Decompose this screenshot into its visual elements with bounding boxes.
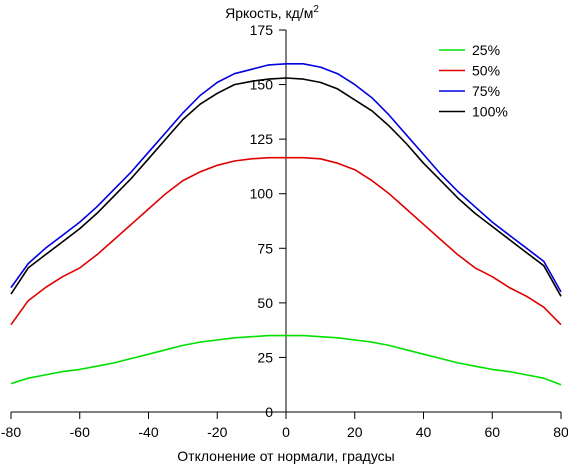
y-tick-label: 25 bbox=[257, 349, 273, 365]
x-tick-label: 60 bbox=[484, 424, 500, 440]
y-tick-label: 75 bbox=[257, 240, 273, 256]
y-tick-label: 0 bbox=[265, 404, 273, 420]
legend-label-100pct: 100% bbox=[472, 104, 508, 120]
x-tick-label: 80 bbox=[553, 424, 568, 440]
x-axis-label: Отклонение от нормали, градусы bbox=[177, 448, 394, 464]
y-tick-label: 125 bbox=[250, 131, 274, 147]
x-tick-label: 40 bbox=[416, 424, 432, 440]
legend-label-75pct: 75% bbox=[472, 83, 500, 99]
chart-title-main: Яркость, кд/м bbox=[225, 5, 313, 21]
series-line-25pct bbox=[10, 334, 562, 386]
legend-label-25pct: 25% bbox=[472, 42, 500, 58]
series-line-50pct bbox=[10, 156, 562, 326]
y-tick-label: 100 bbox=[250, 186, 274, 202]
chart-title: Яркость, кд/м2 bbox=[225, 4, 319, 21]
series-line-100pct bbox=[10, 77, 562, 297]
y-tick-label: 175 bbox=[250, 22, 274, 38]
x-tick-label: -80 bbox=[1, 424, 21, 440]
x-tick-label: -40 bbox=[138, 424, 158, 440]
chart-title-superscript: 2 bbox=[313, 4, 319, 15]
x-tick-label: 20 bbox=[347, 424, 363, 440]
legend: 25% 50% 75% 100% bbox=[439, 42, 508, 120]
x-tick-label: 0 bbox=[282, 424, 290, 440]
x-tick-label: -60 bbox=[70, 424, 90, 440]
x-tick-label: -20 bbox=[207, 424, 227, 440]
series-line-75pct bbox=[10, 63, 562, 293]
legend-label-50pct: 50% bbox=[472, 63, 500, 79]
y-tick-label: 50 bbox=[257, 295, 273, 311]
series-layer bbox=[10, 63, 562, 386]
